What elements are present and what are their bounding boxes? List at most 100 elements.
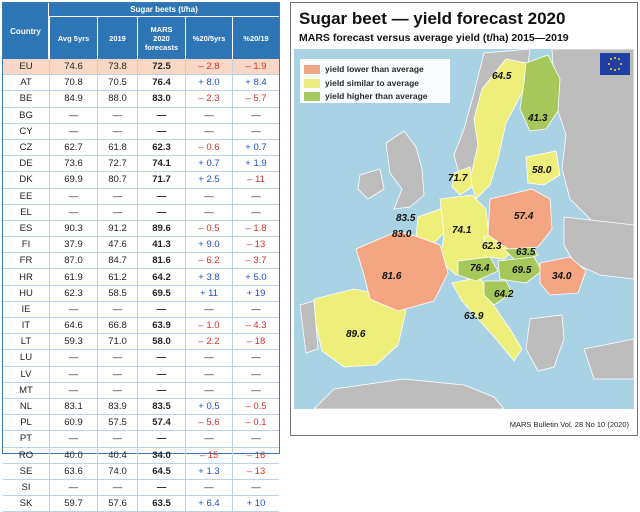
legend-similar: yield similar to average — [304, 77, 419, 89]
table-row: HR 61.9 61.2 64.2 + 3.8 + 5.0 — [3, 269, 279, 286]
pct5-cell: — — [185, 107, 232, 123]
header-avg5: Avg 5yrs — [49, 17, 97, 59]
table-row: EU 74.6 73.8 72.5– 2.8– 1.9 — [3, 59, 279, 76]
table-row: CY — — — — — — [3, 123, 279, 140]
header-mars2020: MARS 2020 forecasts — [137, 17, 185, 59]
table-body: EU 74.6 73.8 72.5– 2.8– 1.9 AT 70.8 70.5 76.4 + … — [3, 59, 279, 512]
header-country: Country — [3, 3, 49, 59]
avg5-cell: — — [49, 479, 97, 496]
land-balkans — [525, 314, 565, 372]
mars2020-cell: — — [137, 350, 185, 366]
y2019-cell: 73.8 — [97, 59, 137, 75]
avg5-cell: 69.9 — [49, 172, 97, 188]
legend-label-higher: yield higher than average — [325, 91, 428, 101]
pct5-cell: + 0.7 — [185, 156, 232, 172]
eu-flag-icon — [600, 53, 630, 75]
pct19-cell: – 16 — [232, 447, 279, 463]
legend-label-similar: yield similar to average — [325, 78, 420, 88]
mars2020-cell: 34.0 — [137, 447, 185, 463]
map-credit: MARS Bulletin Vol. 28 No 10 (2020) — [509, 420, 629, 429]
land-finland — [519, 54, 561, 132]
pct19-cell: — — [232, 301, 279, 317]
country-cell: CY — [19, 125, 33, 137]
europe-map: 41.3 64.5 58.0 71.7 83.5 83.0 74.1 57.4 … — [294, 49, 634, 409]
land-hungary — [497, 256, 543, 284]
country-cell: HU — [19, 287, 33, 299]
land-denmark — [451, 166, 473, 196]
label-ro: 34.0 — [552, 271, 572, 282]
pct5-cell: — — [185, 382, 232, 398]
pct19-cell: — — [232, 366, 279, 382]
land-poland — [487, 188, 553, 250]
label-cz: 62.3 — [482, 241, 502, 252]
pct5-cell: + 2.5 — [185, 172, 232, 188]
mars2020-cell: 64.5 — [137, 463, 185, 479]
table-row: MT — — — — — — [3, 382, 279, 399]
label-dk: 71.7 — [448, 173, 468, 184]
pct19-cell: – 13 — [232, 237, 279, 253]
y2019-cell: 71.0 — [97, 334, 137, 350]
table-row: EE — — — — — — [3, 188, 279, 205]
header-pct5: %20/5yrs — [185, 17, 232, 59]
table-row: LV — — — — — — [3, 366, 279, 383]
table-row: BG — — — — — — [3, 107, 279, 124]
country-cell: IE — [21, 303, 31, 315]
y2019-cell: 61.8 — [97, 139, 137, 156]
country-cell: EL — [20, 206, 32, 218]
map-panel: Sugar beet — yield forecast 2020 MARS fo… — [290, 2, 638, 436]
mars2020-cell: 57.4 — [137, 415, 185, 431]
avg5-cell: 73.6 — [49, 156, 97, 172]
land-baltics — [525, 150, 561, 186]
pct19-cell: + 1.9 — [232, 156, 279, 172]
avg5-cell: — — [49, 382, 97, 398]
y2019-cell: 57.6 — [97, 496, 137, 512]
pct5-cell: — — [185, 479, 232, 496]
country-cell: BG — [19, 109, 33, 121]
pct19-cell: — — [232, 204, 279, 220]
country-cell: MT — [19, 384, 33, 396]
pct5-cell: — — [185, 301, 232, 317]
table-row: CZ 62.7 61.8 62.3– 0.6 + 0.7 — [3, 139, 279, 157]
label-at: 76.4 — [470, 263, 490, 274]
pct5-cell: – 2.3 — [185, 91, 232, 107]
label-it: 63.9 — [464, 311, 484, 322]
label-sk: 63.5 — [516, 247, 536, 258]
label-nl: 83.5 — [396, 213, 416, 224]
y2019-cell: 61.2 — [97, 269, 137, 285]
label-fi: 41.3 — [527, 113, 548, 124]
pct19-cell: + 10 — [232, 496, 279, 512]
country-cell: ES — [19, 222, 33, 234]
avg5-cell: 61.9 — [49, 269, 97, 285]
table-row: PL 60.9 57.5 57.4– 5.6– 0.1 — [3, 415, 279, 432]
mars2020-cell: 76.4 — [137, 75, 185, 91]
country-cell: AT — [20, 77, 32, 89]
label-fr: 81.6 — [382, 271, 402, 282]
land-portugal — [299, 300, 319, 354]
table-header: Country Sugar beets (t/ha) Avg 5yrs 2019… — [3, 3, 279, 59]
pct19-cell: – 0.1 — [232, 415, 279, 431]
mars2020-cell: 71.7 — [137, 172, 185, 188]
label-se: 64.5 — [492, 71, 512, 82]
yield-table: Country Sugar beets (t/ha) Avg 5yrs 2019… — [2, 2, 280, 512]
avg5-cell: 62.7 — [49, 139, 97, 156]
label-hr: 64.2 — [494, 289, 514, 300]
mars2020-cell: — — [137, 431, 185, 447]
country-cell: HR — [19, 271, 33, 283]
country-cell: CZ — [19, 142, 33, 154]
pct19-cell: + 8.4 — [232, 75, 279, 91]
country-cell: PT — [19, 433, 33, 445]
pct19-cell: + 0.7 — [232, 139, 279, 156]
pct5-cell: + 8.0 — [185, 75, 232, 91]
pct19-cell: — — [232, 431, 279, 447]
pct5-cell: – 1.0 — [185, 318, 232, 334]
legend-label-lower: yield lower than average — [325, 64, 424, 74]
pct19-cell: — — [232, 350, 279, 366]
avg5-cell: — — [49, 107, 97, 123]
pct5-cell: – 6.2 — [185, 253, 232, 269]
pct5-cell: + 1.3 — [185, 463, 232, 479]
mars2020-cell: 41.3 — [137, 237, 185, 253]
country-cell: FI — [21, 239, 31, 251]
y2019-cell: 72.7 — [97, 156, 137, 172]
land-africa — [313, 378, 505, 409]
label-hu: 69.5 — [512, 265, 532, 276]
